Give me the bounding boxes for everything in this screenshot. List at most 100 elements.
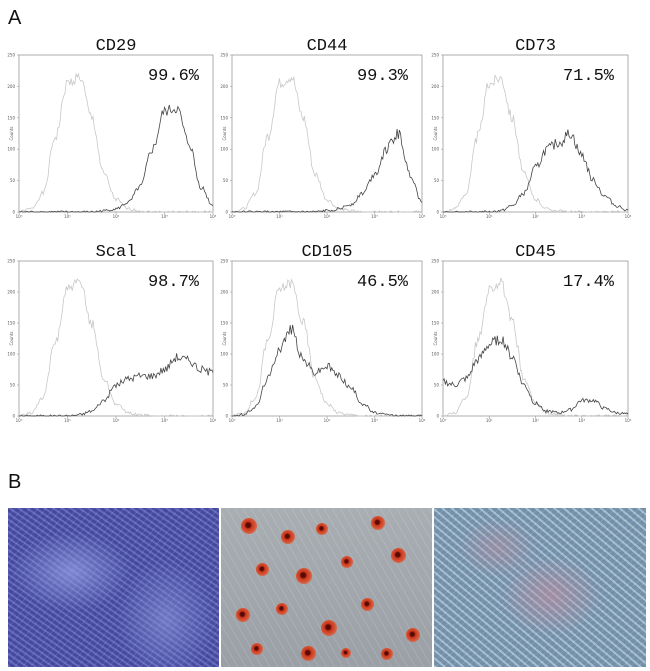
x-tick-label: 10¹	[64, 418, 71, 423]
y-tick-label: 200	[7, 84, 15, 89]
stained-cell	[371, 516, 385, 530]
stained-cell	[406, 628, 420, 642]
y-tick-label: 100	[220, 147, 228, 152]
stained-cell	[256, 563, 269, 576]
x-tick-label: 10²	[324, 418, 331, 423]
x-tick-label: 10³	[578, 418, 585, 423]
chart-title: CD44	[307, 37, 348, 56]
y-tick-label: 0	[436, 210, 439, 215]
y-tick-label: 0	[436, 414, 439, 419]
x-tick-label: 10²	[532, 214, 539, 219]
y-tick-label: 0	[12, 414, 15, 419]
y-axis-label: Counts	[222, 127, 227, 141]
chart-title: CD73	[515, 37, 556, 56]
y-tick-label: 150	[431, 321, 439, 326]
y-tick-label: 100	[431, 147, 439, 152]
y-tick-label: 250	[431, 53, 439, 58]
y-tick-label: 0	[225, 210, 228, 215]
y-axis-label: Counts	[222, 332, 227, 346]
y-tick-label: 50	[223, 383, 229, 388]
y-tick-label: 200	[220, 290, 228, 295]
x-tick-label: 10³	[161, 418, 168, 423]
marker-histogram	[443, 129, 629, 213]
x-tick-label: 10³	[578, 214, 585, 219]
stained-cell	[321, 620, 337, 636]
x-tick-label: 10⁰	[440, 418, 447, 423]
y-tick-label: 250	[431, 259, 439, 264]
x-tick-label: 10¹	[486, 214, 493, 219]
percent-positive: 99.6%	[148, 67, 200, 86]
x-tick-label: 10⁰	[16, 214, 23, 219]
x-tick-label: 10⁰	[16, 418, 23, 423]
x-tick-label: 10⁴	[625, 418, 632, 423]
x-tick-label: 10⁴	[625, 214, 632, 219]
x-tick-label: 10²	[324, 214, 331, 219]
x-tick-label: 10³	[161, 214, 168, 219]
x-tick-label: 10⁰	[440, 214, 447, 219]
x-tick-label: 10⁴	[419, 418, 426, 423]
stained-cell	[316, 523, 328, 535]
y-tick-label: 50	[434, 178, 440, 183]
y-axis-label: Counts	[9, 127, 14, 141]
marker-histogram	[18, 104, 214, 213]
y-tick-label: 200	[431, 290, 439, 295]
x-tick-label: 10⁰	[229, 418, 236, 423]
y-tick-label: 50	[223, 178, 229, 183]
y-tick-label: 200	[220, 84, 228, 89]
histogram-cd44: CD44 99.3% Counts 0 50 100 150 200 250 10⁰ 10¹ 10² 1…	[220, 37, 425, 219]
histogram-cd73: CD73 71.5% Counts 0 50 100 150 200 250 10⁰ 10¹ 10² 1…	[431, 37, 631, 219]
y-axis-label: Counts	[433, 332, 438, 346]
y-tick-label: 150	[220, 321, 228, 326]
chart-title: Scal	[96, 243, 137, 262]
percent-positive: 46.5%	[357, 273, 409, 292]
x-tick-label: 10³	[371, 418, 378, 423]
micrograph-blue-stain	[8, 508, 219, 667]
y-tick-label: 50	[10, 383, 16, 388]
y-tick-label: 100	[7, 352, 15, 357]
histogram-cd105: CD105 46.5% Counts 0 50 100 150 200 250 10⁰ 10¹ 10²…	[220, 243, 425, 423]
panel-b-label: B	[8, 471, 21, 493]
stained-cell	[391, 548, 406, 563]
x-tick-label: 10¹	[486, 418, 493, 423]
histogram-cd45: CD45 17.4% Counts 0 50 100 150 200 250 10⁰ 10¹ 10² 1…	[431, 243, 631, 423]
y-axis-label: Counts	[433, 127, 438, 141]
stained-cell	[381, 648, 393, 660]
x-tick-label: 10⁴	[210, 214, 217, 219]
y-tick-label: 150	[431, 115, 439, 120]
y-tick-label: 250	[7, 53, 15, 58]
x-tick-label: 10³	[371, 214, 378, 219]
y-tick-label: 0	[225, 414, 228, 419]
y-tick-label: 100	[220, 352, 228, 357]
y-tick-label: 0	[12, 210, 15, 215]
stained-cell	[251, 643, 263, 655]
stained-cell	[276, 603, 288, 615]
micrograph-red-stain-cells	[221, 508, 432, 667]
y-tick-label: 150	[7, 115, 15, 120]
chart-title: CD29	[96, 37, 137, 56]
percent-positive: 98.7%	[148, 273, 200, 292]
marker-histogram	[231, 129, 423, 213]
percent-positive: 71.5%	[563, 67, 615, 86]
isotype-control-histogram	[18, 278, 214, 417]
marker-histogram	[19, 353, 214, 417]
y-tick-label: 200	[431, 84, 439, 89]
histogram-cd29: CD29 99.6% Counts 0 50 100 150 200 250 10⁰ 10¹ 10² 1…	[7, 37, 216, 219]
isotype-control-histogram	[232, 75, 423, 213]
y-tick-label: 200	[7, 290, 15, 295]
y-tick-label: 150	[220, 115, 228, 120]
y-tick-label: 50	[434, 383, 440, 388]
y-tick-label: 100	[7, 147, 15, 152]
micrograph-blue-pink-stain	[434, 508, 646, 667]
percent-positive: 17.4%	[563, 273, 615, 292]
isotype-control-histogram	[442, 74, 629, 213]
x-tick-label: 10¹	[64, 214, 71, 219]
x-tick-label: 10⁴	[210, 418, 217, 423]
stained-cell	[296, 568, 312, 584]
histogram-scal: Scal 98.7% Counts 0 50 100 150 200 250 10⁰ 10¹ 10² 1…	[7, 243, 216, 423]
x-tick-label: 10¹	[276, 418, 283, 423]
x-tick-label: 10²	[532, 418, 539, 423]
y-tick-label: 250	[220, 259, 228, 264]
y-axis-label: Counts	[9, 332, 14, 346]
